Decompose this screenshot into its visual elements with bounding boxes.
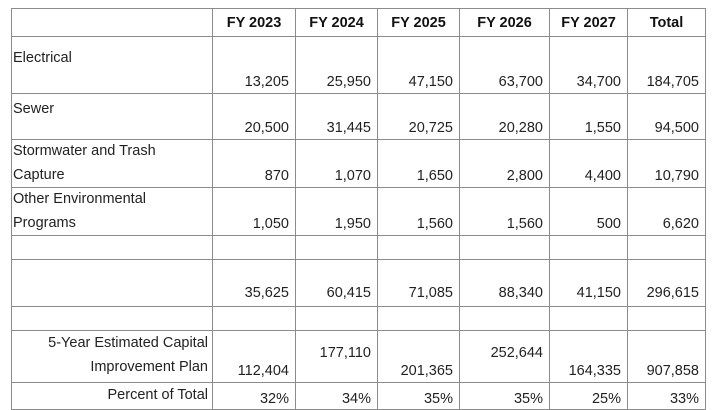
cell-fy2023: 870 [212, 139, 296, 188]
cell-fy2025: 20,725 [377, 93, 460, 140]
table-row-capital-plan: 5-Year Estimated Capital Improvement Pla… [11, 330, 706, 383]
empty-cell [295, 306, 378, 331]
header-row: FY 2023 FY 2024 FY 2025 FY 2026 FY 2027 … [11, 8, 706, 37]
cell-fy2025: 201,365 [377, 330, 460, 383]
cell-fy2024: 1,070 [295, 139, 378, 188]
empty-cell [549, 306, 628, 331]
cell-fy2027: 34,700 [549, 36, 628, 94]
cell-fy2026: 2,800 [459, 139, 550, 188]
budget-table: FY 2023 FY 2024 FY 2025 FY 2026 FY 2027 … [11, 8, 706, 410]
cell-fy2023: 13,205 [212, 36, 296, 94]
table-row-spacer [11, 306, 706, 331]
cell-fy2026: 252,644 [459, 330, 550, 383]
cell-fy2024: 60,415 [295, 259, 378, 307]
cell-fy2027: 25% [549, 382, 628, 410]
row-label [11, 259, 213, 307]
table-row-percent: Percent of Total 32% 34% 35% 35% 25% 33% [11, 382, 706, 410]
cell-fy2026: 63,700 [459, 36, 550, 94]
cell-fy2023: 112,404 [212, 330, 296, 383]
cell-fy2025: 1,560 [377, 187, 460, 236]
cell-fy2023: 20,500 [212, 93, 296, 140]
cell-fy2025: 1,650 [377, 139, 460, 188]
row-label: Electrical [11, 36, 213, 94]
table-row-electrical: Electrical 13,205 25,950 47,150 63,700 3… [11, 36, 706, 94]
table-row-stormwater: Stormwater and Trash Capture 870 1,070 1… [11, 139, 706, 188]
empty-cell [377, 235, 460, 260]
cell-fy2023: 35,625 [212, 259, 296, 307]
cell-total: 296,615 [627, 259, 706, 307]
cell-fy2024: 31,445 [295, 93, 378, 140]
cell-fy2027: 41,150 [549, 259, 628, 307]
cell-total: 907,858 [627, 330, 706, 383]
empty-cell [627, 306, 706, 331]
cell-fy2024: 34% [295, 382, 378, 410]
cell-fy2026: 88,340 [459, 259, 550, 307]
table-row-subtotal: 35,625 60,415 71,085 88,340 41,150 296,6… [11, 259, 706, 307]
cell-total: 33% [627, 382, 706, 410]
header-fy2024: FY 2024 [295, 8, 378, 37]
row-label: Other Environmental Programs [11, 187, 213, 236]
empty-cell [377, 306, 460, 331]
row-label: Sewer [11, 93, 213, 140]
empty-cell [459, 306, 550, 331]
empty-cell [549, 235, 628, 260]
cell-fy2025: 71,085 [377, 259, 460, 307]
cell-fy2025: 47,150 [377, 36, 460, 94]
empty-cell [459, 235, 550, 260]
cell-fy2027: 164,335 [549, 330, 628, 383]
row-label-line-1: 5-Year Estimated Capital [48, 335, 208, 351]
row-label-line-1: Other Environmental [13, 191, 146, 207]
header-fy2026: FY 2026 [459, 8, 550, 37]
header-fy2027: FY 2027 [549, 8, 628, 37]
budget-table-container: FY 2023 FY 2024 FY 2025 FY 2026 FY 2027 … [11, 8, 706, 410]
empty-cell [212, 235, 296, 260]
row-label-line-2: Programs [13, 214, 76, 231]
empty-cell [295, 235, 378, 260]
cell-fy2023: 1,050 [212, 187, 296, 236]
cell-fy2025: 35% [377, 382, 460, 410]
cell-total: 94,500 [627, 93, 706, 140]
cell-fy2026: 35% [459, 382, 550, 410]
cell-total: 6,620 [627, 187, 706, 236]
cell-fy2024: 177,110 [295, 330, 378, 383]
empty-cell [212, 306, 296, 331]
cell-fy2024: 25,950 [295, 36, 378, 94]
table-row-sewer: Sewer 20,500 31,445 20,725 20,280 1,550 … [11, 93, 706, 140]
header-fy2023: FY 2023 [212, 8, 296, 37]
row-label-line-2: Improvement Plan [90, 359, 208, 375]
header-total: Total [627, 8, 706, 37]
cell-fy2023: 32% [212, 382, 296, 410]
cell-fy2026: 20,280 [459, 93, 550, 140]
row-label: Stormwater and Trash Capture [11, 139, 213, 188]
table-row-spacer [11, 235, 706, 260]
row-label-line-1: Stormwater and Trash [13, 143, 156, 159]
table-row-other-environmental: Other Environmental Programs 1,050 1,950… [11, 187, 706, 236]
row-label: 5-Year Estimated Capital Improvement Pla… [11, 330, 213, 383]
cell-fy2027: 500 [549, 187, 628, 236]
cell-fy2024: 1,950 [295, 187, 378, 236]
empty-cell [11, 235, 213, 260]
cell-total: 10,790 [627, 139, 706, 188]
row-label: Percent of Total [11, 382, 213, 410]
row-label-line-2: Capture [13, 166, 65, 183]
cell-fy2026: 1,560 [459, 187, 550, 236]
cell-fy2027: 4,400 [549, 139, 628, 188]
cell-total: 184,705 [627, 36, 706, 94]
cell-fy2027: 1,550 [549, 93, 628, 140]
empty-cell [11, 306, 213, 331]
header-fy2025: FY 2025 [377, 8, 460, 37]
empty-cell [627, 235, 706, 260]
header-empty [11, 8, 213, 37]
